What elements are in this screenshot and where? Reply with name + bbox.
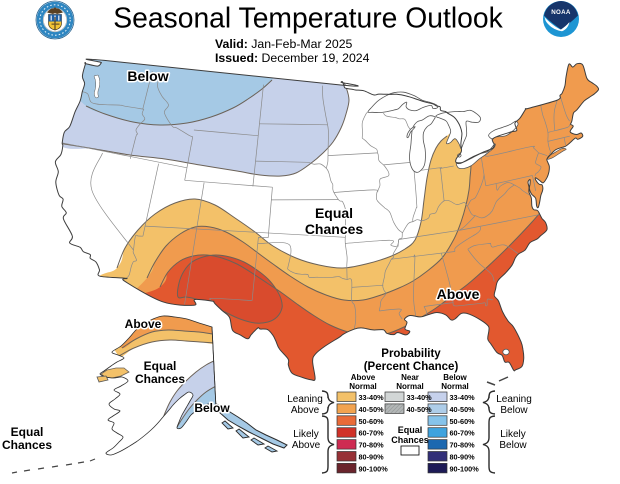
svg-text:Equal: Equal: [144, 359, 177, 373]
svg-text:Likely: Likely: [293, 429, 319, 440]
svg-text:33-40%: 33-40%: [450, 393, 476, 402]
svg-text:50-60%: 50-60%: [450, 417, 476, 426]
svg-text:Issued: December 19, 2024: Issued: December 19, 2024: [215, 51, 370, 65]
svg-text:Equal: Equal: [398, 425, 423, 435]
svg-text:33-40%: 33-40%: [407, 393, 433, 402]
svg-text:60-70%: 60-70%: [359, 429, 385, 438]
svg-text:Below: Below: [499, 440, 527, 451]
svg-text:Seasonal Temperature Outlook: Seasonal Temperature Outlook: [113, 2, 503, 34]
svg-text:Below: Below: [194, 401, 230, 415]
svg-text:Leaning: Leaning: [287, 394, 323, 405]
svg-text:Chances: Chances: [135, 372, 185, 386]
svg-text:40-50%: 40-50%: [407, 405, 433, 414]
svg-text:Equal: Equal: [315, 205, 353, 221]
svg-text:50-60%: 50-60%: [359, 417, 385, 426]
svg-text:70-80%: 70-80%: [450, 441, 476, 450]
svg-text:33-40%: 33-40%: [359, 393, 385, 402]
svg-text:Normal: Normal: [441, 382, 469, 391]
svg-text:Above: Above: [292, 440, 321, 451]
svg-text:80-90%: 80-90%: [359, 453, 385, 462]
svg-text:Likely: Likely: [500, 429, 526, 440]
svg-text:Normal: Normal: [349, 382, 377, 391]
svg-text:40-50%: 40-50%: [450, 405, 476, 414]
svg-text:Leaning: Leaning: [496, 394, 532, 405]
svg-text:NOAA: NOAA: [551, 9, 571, 16]
svg-text:90-100%: 90-100%: [359, 464, 389, 473]
svg-text:80-90%: 80-90%: [450, 453, 476, 462]
svg-text:60-70%: 60-70%: [450, 429, 476, 438]
svg-text:Above: Above: [125, 317, 162, 331]
svg-text:90-100%: 90-100%: [450, 464, 480, 473]
svg-text:Above: Above: [351, 373, 376, 382]
svg-text:Chances: Chances: [391, 435, 429, 445]
svg-text:Above: Above: [437, 286, 480, 302]
svg-text:40-50%: 40-50%: [359, 405, 385, 414]
svg-text:Below: Below: [127, 68, 168, 84]
svg-text:70-80%: 70-80%: [359, 441, 385, 450]
svg-text:Normal: Normal: [396, 382, 424, 391]
svg-text:Above: Above: [291, 405, 320, 416]
svg-text:Near: Near: [401, 373, 419, 382]
svg-text:Valid: Jan-Feb-Mar 2025: Valid: Jan-Feb-Mar 2025: [215, 37, 353, 51]
svg-text:Equal: Equal: [11, 425, 44, 439]
svg-text:Chances: Chances: [2, 438, 52, 452]
svg-text:(Percent Chance): (Percent Chance): [364, 361, 459, 373]
svg-text:Below: Below: [443, 373, 467, 382]
svg-text:Below: Below: [500, 405, 528, 416]
svg-text:Probability: Probability: [381, 348, 441, 360]
svg-text:Chances: Chances: [305, 221, 364, 237]
